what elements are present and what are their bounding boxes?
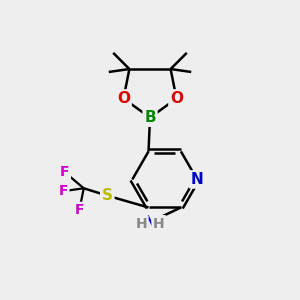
Text: F: F xyxy=(75,203,84,218)
Text: S: S xyxy=(102,188,113,203)
Text: F: F xyxy=(60,165,69,179)
Text: N: N xyxy=(144,214,156,230)
Text: H: H xyxy=(135,217,147,231)
Text: O: O xyxy=(117,91,130,106)
Text: N: N xyxy=(191,172,203,187)
Text: O: O xyxy=(170,91,183,106)
Text: F: F xyxy=(58,184,68,198)
Text: H: H xyxy=(153,217,165,231)
Text: B: B xyxy=(144,110,156,125)
